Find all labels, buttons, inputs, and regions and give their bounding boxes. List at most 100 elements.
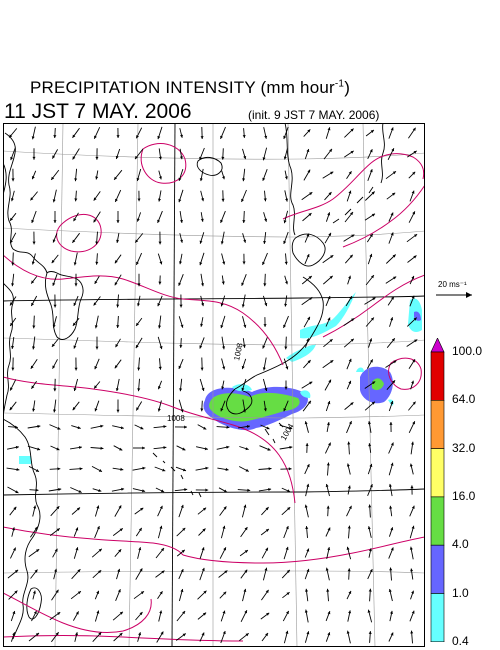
wind-arrow-head <box>201 632 205 636</box>
wind-arrow-head <box>182 447 186 451</box>
wind-arrow-head <box>136 218 140 222</box>
wind-arrow-head <box>268 488 272 491</box>
wind-arrow-head <box>16 468 20 471</box>
wind-arrow-head <box>73 345 77 349</box>
wind-arrow-head <box>34 569 38 573</box>
wind-arrow-head <box>158 325 162 329</box>
wind-arrow-head <box>140 591 144 595</box>
wind-arrow-head <box>93 302 97 306</box>
wind-arrow-head <box>224 570 228 574</box>
wind-arrow-head <box>348 610 352 614</box>
wind-arrow-head <box>392 254 396 258</box>
wind-arrow-head <box>264 302 268 307</box>
wind-arrow-head <box>284 261 288 265</box>
wind-arrow-head <box>160 489 165 493</box>
wind-arrow-head <box>390 632 394 636</box>
wind-arrow-head <box>159 261 163 265</box>
wind-arrow-head <box>10 240 13 244</box>
wind-arrow-head <box>116 135 120 138</box>
wind-arrow-head <box>350 338 354 342</box>
wind-arrow-head <box>203 426 207 430</box>
wind-arrow-head <box>371 213 375 217</box>
wind-arrow-head <box>37 424 41 428</box>
wind-arrow-head <box>35 469 39 472</box>
wind-arrow-head <box>205 466 209 470</box>
wind-arrow-head <box>309 192 313 196</box>
wind-arrow-head <box>284 386 288 390</box>
wind-arrow-head <box>350 402 354 406</box>
wind-arrow-head <box>286 610 289 615</box>
wind-arrow-head <box>200 136 204 139</box>
wind-arrow-head <box>390 547 394 551</box>
wind-arrow-head <box>346 630 350 634</box>
wind-arrow-head <box>410 630 414 634</box>
wind-arrow-head <box>115 388 119 392</box>
wind-arrow-head <box>53 388 57 392</box>
wind-arrow-head <box>115 344 119 348</box>
wind-arrow-head <box>392 192 396 196</box>
title-text: PRECIPITATION INTENSITY (mm hour <box>30 78 335 97</box>
wind-arrow-head <box>283 408 287 412</box>
wind-arrow-head <box>285 526 289 530</box>
coastlines <box>3 123 385 640</box>
wind-arrow-head <box>326 588 330 592</box>
wind-arrow-head <box>244 527 248 531</box>
wind-arrow-head <box>349 296 352 300</box>
wind-arrow-head <box>53 304 57 308</box>
wind-arrow-head <box>369 463 373 468</box>
wind-arrow-head <box>159 591 163 595</box>
wind-arrow-head <box>370 317 374 321</box>
wind-arrow-head <box>11 283 15 287</box>
wind-arrow-head <box>75 632 78 636</box>
wind-arrow-head <box>369 569 373 573</box>
coast-ryukyu <box>152 452 184 480</box>
precip-area-band-ne <box>300 292 356 339</box>
wind-arrow-head <box>262 345 266 349</box>
wind-arrow-head <box>369 253 373 258</box>
wind-arrow-head <box>140 507 144 511</box>
wind-arrow-head <box>284 303 288 307</box>
wind-arrow-head <box>201 303 205 307</box>
wind-arrow-head <box>325 484 329 488</box>
wind-arrow-head <box>201 567 205 571</box>
wind-arrow-head <box>283 135 287 139</box>
wind-arrow-head <box>242 220 246 223</box>
wind-arrow-head <box>157 408 161 412</box>
title-close: ) <box>344 78 351 97</box>
wind-arrow-head <box>349 421 352 425</box>
wind-arrow-head <box>412 401 416 405</box>
wind-arrow-head <box>222 366 226 370</box>
wind-arrow-head <box>348 171 352 175</box>
wind-arrow-head <box>200 367 204 371</box>
wind-arrow-head <box>266 612 270 616</box>
wind-arrow-head <box>98 570 102 574</box>
wind-arrow-head <box>182 611 186 615</box>
wind-arrow-head <box>305 588 309 592</box>
wind-arrow-head <box>94 366 98 370</box>
coast-honshu <box>234 276 324 390</box>
wind-arrow-head <box>11 262 15 266</box>
wind-arrow-head <box>285 630 289 634</box>
wind-arrow-head <box>390 127 394 131</box>
wind-arrow-head <box>158 156 162 160</box>
wind-arrow-head <box>306 483 310 487</box>
coast-taiwan <box>26 587 42 620</box>
wind-arrow-head <box>142 466 146 470</box>
wind-arrow-head <box>222 346 226 350</box>
wind-arrow-head <box>283 220 287 224</box>
wind-arrow-head <box>329 148 332 152</box>
wind-arrow-head <box>58 488 62 491</box>
wind-arrow-head <box>309 381 313 385</box>
wind-arrow-head <box>35 488 39 492</box>
colorbar-tick-label: 16.0 <box>452 488 476 503</box>
isobar-label: 1008 <box>167 414 185 423</box>
wind-arrow-head <box>265 633 268 637</box>
wind-arrow-head <box>327 317 331 321</box>
wind-arrow-head <box>222 176 225 180</box>
wind-arrow-head <box>391 338 395 342</box>
wind-arrow-head <box>390 610 393 614</box>
wind-arrow-head <box>178 282 182 286</box>
wind-arrow-head <box>136 322 139 326</box>
wind-arrow-head <box>264 218 268 222</box>
wind-arrow-head <box>263 241 267 244</box>
